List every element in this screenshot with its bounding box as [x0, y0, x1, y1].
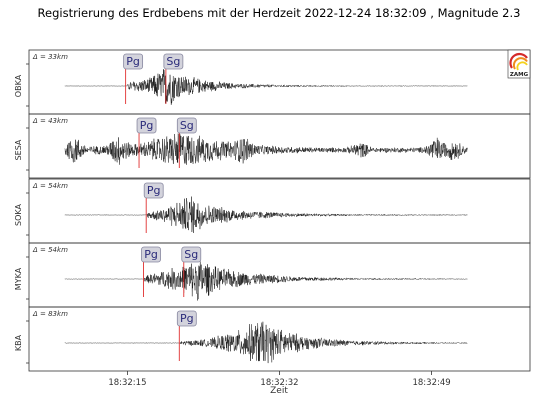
- panel-soka: SOKA Δ = 54km Pg: [14, 178, 531, 244]
- station-label: SESA: [14, 139, 23, 160]
- phase-box-pg: [143, 182, 164, 199]
- distance-label: Δ = 33km: [32, 53, 68, 61]
- x-axis: 18:32:15 18:32:32 18:32:49: [108, 371, 451, 388]
- distance-label: Δ = 43km: [32, 117, 68, 125]
- station-panels: OBKA Δ = 33km Pg Sg SESA Δ = 43km Pg Sg SOKA Δ = …: [14, 49, 531, 372]
- panel-kba: KBA Δ = 83km Pg: [14, 306, 531, 372]
- phase-label-sg: Sg: [184, 248, 198, 261]
- logo-arc-yellow: [516, 61, 528, 71]
- waveform-trace: [64, 260, 468, 301]
- phase-box-sg: [181, 246, 202, 263]
- phase-box-pg: [141, 246, 161, 263]
- waveform-trace: [64, 196, 468, 233]
- distance-label: Δ = 83km: [32, 310, 68, 318]
- distance-label: Δ = 54km: [32, 182, 68, 190]
- panel-frame: [28, 113, 531, 179]
- panel-myka: MYKA Δ = 54km Pg Sg: [14, 242, 531, 308]
- figure-title: Registrierung des Erdbebens mit der Herd…: [38, 6, 521, 20]
- x-tick-label: 18:32:32: [260, 378, 298, 388]
- waveform-trace: [64, 321, 468, 364]
- phase-label-pg: Pg: [147, 184, 161, 197]
- waveform-trace: [64, 133, 468, 165]
- phase-box-sg: [176, 117, 197, 134]
- phase-label-sg: Sg: [166, 55, 180, 68]
- panel-sesa: SESA Δ = 43km Pg Sg: [14, 113, 531, 179]
- phase-label-pg: Pg: [144, 248, 158, 261]
- panel-frame: [28, 242, 531, 308]
- phase-label-pg: Pg: [180, 312, 194, 325]
- phase-label-pg: Pg: [140, 119, 154, 132]
- phase-box-pg: [123, 53, 144, 70]
- waveform-trace: [64, 69, 468, 105]
- station-label: KBA: [14, 334, 23, 351]
- x-axis-label: Zeit: [270, 386, 288, 396]
- phase-label-sg: Sg: [180, 119, 194, 132]
- station-label: SOKA: [14, 203, 23, 225]
- station-label: MYKA: [14, 267, 23, 290]
- x-tick-label: 18:32:49: [412, 378, 450, 388]
- logo-text: ZAMG: [510, 72, 529, 78]
- panel-obka: OBKA Δ = 33km Pg Sg: [14, 49, 531, 115]
- logo-arc-red: [509, 52, 528, 69]
- logo-arc-orange: [512, 57, 528, 70]
- distance-label: Δ = 54km: [32, 246, 68, 254]
- zamg-logo: ZAMG: [507, 49, 531, 79]
- phase-box-pg: [176, 310, 197, 327]
- station-label: OBKA: [14, 74, 23, 97]
- panel-frame: [28, 306, 531, 372]
- x-tick-label: 18:32:15: [108, 378, 146, 388]
- phase-label-pg: Pg: [126, 55, 140, 68]
- phase-box-sg: [163, 53, 184, 70]
- phase-box-pg: [136, 117, 157, 134]
- panel-frame: [28, 49, 531, 115]
- panel-frame: [28, 178, 531, 244]
